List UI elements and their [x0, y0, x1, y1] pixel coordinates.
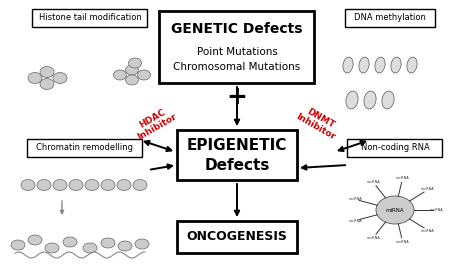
- Text: sncRNA: sncRNA: [395, 176, 409, 181]
- Ellipse shape: [126, 75, 138, 85]
- Text: EPIGENETIC: EPIGENETIC: [187, 138, 287, 152]
- Text: sncRNA: sncRNA: [395, 239, 409, 243]
- Ellipse shape: [376, 196, 414, 224]
- Ellipse shape: [21, 180, 35, 190]
- Text: sncRNA: sncRNA: [349, 219, 362, 223]
- Text: Defects: Defects: [204, 157, 270, 172]
- Ellipse shape: [343, 57, 353, 73]
- Ellipse shape: [40, 66, 54, 77]
- Ellipse shape: [118, 241, 132, 251]
- Text: Chromosomal Mutations: Chromosomal Mutations: [173, 62, 301, 72]
- Text: sncRNA: sncRNA: [367, 236, 381, 240]
- Text: Non-coding RNA: Non-coding RNA: [361, 143, 429, 152]
- Ellipse shape: [126, 65, 138, 75]
- Ellipse shape: [53, 73, 67, 84]
- Ellipse shape: [407, 57, 417, 73]
- Ellipse shape: [63, 237, 77, 247]
- Ellipse shape: [382, 91, 394, 109]
- Ellipse shape: [128, 58, 142, 68]
- Ellipse shape: [375, 57, 385, 73]
- Text: GENETIC Defects: GENETIC Defects: [171, 22, 303, 36]
- FancyBboxPatch shape: [27, 139, 143, 157]
- FancyBboxPatch shape: [159, 11, 315, 83]
- Ellipse shape: [37, 180, 51, 190]
- Ellipse shape: [101, 238, 115, 248]
- Text: HDAC
Inhibitor: HDAC Inhibitor: [131, 104, 179, 142]
- Ellipse shape: [53, 180, 67, 190]
- Ellipse shape: [391, 57, 401, 73]
- Ellipse shape: [28, 235, 42, 245]
- Text: DNA methylation: DNA methylation: [354, 14, 426, 23]
- Ellipse shape: [133, 180, 147, 190]
- Ellipse shape: [113, 70, 127, 80]
- Text: Point Mutations: Point Mutations: [197, 47, 277, 57]
- Ellipse shape: [45, 243, 59, 253]
- Ellipse shape: [101, 180, 115, 190]
- Text: sncRNA: sncRNA: [420, 228, 434, 232]
- Ellipse shape: [83, 243, 97, 253]
- Ellipse shape: [346, 91, 358, 109]
- FancyBboxPatch shape: [345, 9, 435, 27]
- Text: miRNA: miRNA: [386, 207, 404, 213]
- Ellipse shape: [117, 180, 131, 190]
- Text: sncRNA: sncRNA: [367, 180, 381, 184]
- Ellipse shape: [40, 78, 54, 89]
- Text: sncRNA: sncRNA: [430, 208, 444, 212]
- Ellipse shape: [137, 70, 151, 80]
- FancyBboxPatch shape: [33, 9, 147, 27]
- FancyBboxPatch shape: [177, 221, 297, 253]
- Text: +: +: [227, 85, 247, 109]
- Text: ONCOGENESIS: ONCOGENESIS: [187, 231, 287, 243]
- Ellipse shape: [135, 239, 149, 249]
- Ellipse shape: [85, 180, 99, 190]
- Ellipse shape: [11, 240, 25, 250]
- FancyBboxPatch shape: [177, 130, 297, 180]
- Text: DNMT
Inhibitor: DNMT Inhibitor: [294, 104, 342, 142]
- Text: Histone tail modification: Histone tail modification: [38, 14, 141, 23]
- Text: sncRNA: sncRNA: [349, 197, 362, 201]
- FancyBboxPatch shape: [347, 139, 443, 157]
- Ellipse shape: [69, 180, 83, 190]
- Text: sncRNA: sncRNA: [420, 188, 434, 192]
- Ellipse shape: [359, 57, 369, 73]
- Ellipse shape: [364, 91, 376, 109]
- Text: Chromatin remodelling: Chromatin remodelling: [36, 143, 134, 152]
- Ellipse shape: [28, 73, 42, 84]
